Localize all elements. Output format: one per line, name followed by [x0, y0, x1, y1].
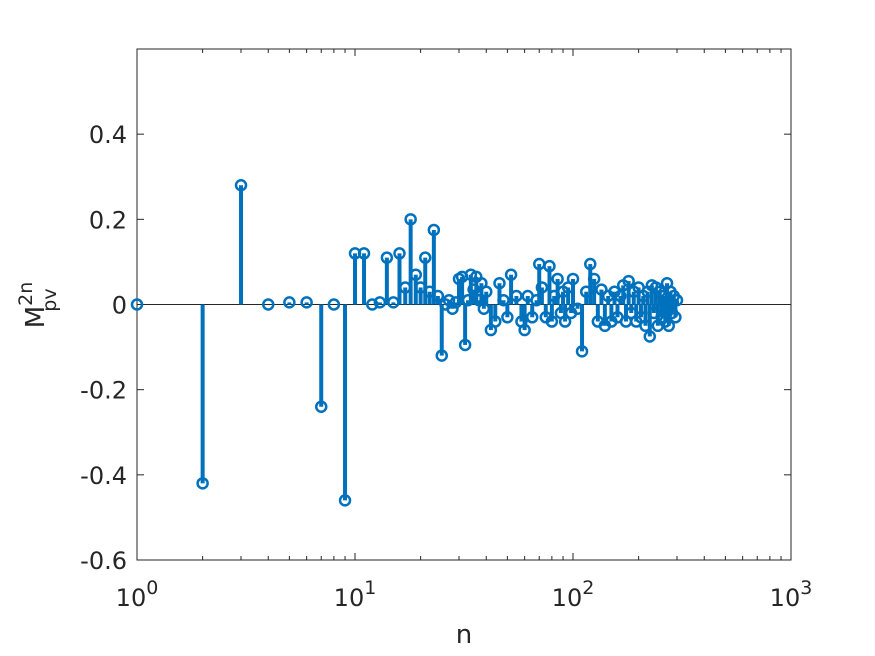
- stem-marker: [418, 251, 432, 264]
- stem-marker: [261, 298, 275, 311]
- x-tick-label: 100: [116, 577, 159, 612]
- y-tick-label: -0.4: [80, 462, 127, 490]
- stem-marker: [493, 276, 506, 290]
- x-tick-labels: 100 101 102 103: [116, 577, 813, 612]
- stem-marker: [595, 283, 608, 296]
- x-tick-label: 102: [552, 577, 595, 612]
- stem-marker: [614, 289, 627, 303]
- y-tick-label: -0.6: [80, 547, 127, 575]
- y-tick-labels: 0.4 0.2 0 -0.2 -0.4 -0.6: [80, 121, 127, 575]
- stem-marker: [669, 311, 682, 324]
- stem-marker: [467, 283, 480, 296]
- x-tick-label: 101: [334, 577, 377, 612]
- y-tick-label: -0.2: [80, 377, 127, 405]
- stem-marker: [518, 323, 531, 337]
- stem-marker: [497, 293, 510, 307]
- y-axis-label-superscript: 2n: [15, 282, 37, 306]
- stem-marker: [584, 257, 597, 271]
- stem-marker: [662, 319, 676, 333]
- stem-series: [130, 179, 684, 507]
- x-axis-label: n: [456, 620, 472, 650]
- stem-marker: [409, 268, 423, 281]
- stem-marker: [435, 349, 449, 362]
- stem-marker: [427, 223, 441, 237]
- stem-marker: [551, 272, 564, 286]
- stem-marker: [338, 494, 352, 507]
- stem-marker: [300, 296, 313, 309]
- stem-marker: [431, 289, 445, 303]
- stem-marker: [643, 330, 657, 343]
- stem-marker: [130, 298, 144, 311]
- stem-marker: [543, 259, 556, 273]
- stem-marker: [558, 315, 572, 328]
- stem-marker: [535, 281, 549, 294]
- stem-marker: [670, 293, 684, 307]
- stem-marker: [479, 285, 493, 298]
- y-axis-label: M2n pv: [15, 282, 61, 329]
- stem-marker: [380, 251, 394, 264]
- y-axis-label-base: M: [21, 306, 51, 328]
- stem-marker: [501, 311, 514, 324]
- stem-marker: [196, 477, 209, 490]
- y-tick-label: 0.2: [89, 206, 127, 234]
- stem-marker: [545, 315, 559, 328]
- y-tick-label: 0: [112, 292, 127, 320]
- stem-marker: [458, 338, 472, 352]
- stem-marker: [327, 298, 341, 311]
- y-tick-label: 0.4: [89, 121, 127, 149]
- stem-marker: [283, 296, 296, 309]
- stem-marker: [357, 247, 371, 260]
- stem-marker: [446, 302, 459, 316]
- stem-marker: [314, 400, 328, 413]
- stem-marker: [477, 302, 491, 316]
- x-tick-label: 103: [770, 577, 813, 612]
- stem-marker: [525, 311, 539, 324]
- stem-marker: [510, 289, 523, 303]
- stem-marker: [504, 268, 518, 281]
- stem-marker: [373, 296, 387, 309]
- stem-marker: [575, 345, 589, 358]
- stem-marker: [234, 179, 248, 192]
- stem-marker: [393, 247, 406, 260]
- stem-marker: [587, 272, 601, 286]
- y-axis-label-subscript: pv: [39, 288, 61, 311]
- stem-marker: [622, 274, 635, 288]
- stem-marker: [489, 315, 502, 328]
- axis-ticks: [136, 49, 792, 561]
- stem-marker: [566, 272, 580, 286]
- stem-marker: [366, 298, 379, 311]
- stem-marker: [404, 213, 417, 226]
